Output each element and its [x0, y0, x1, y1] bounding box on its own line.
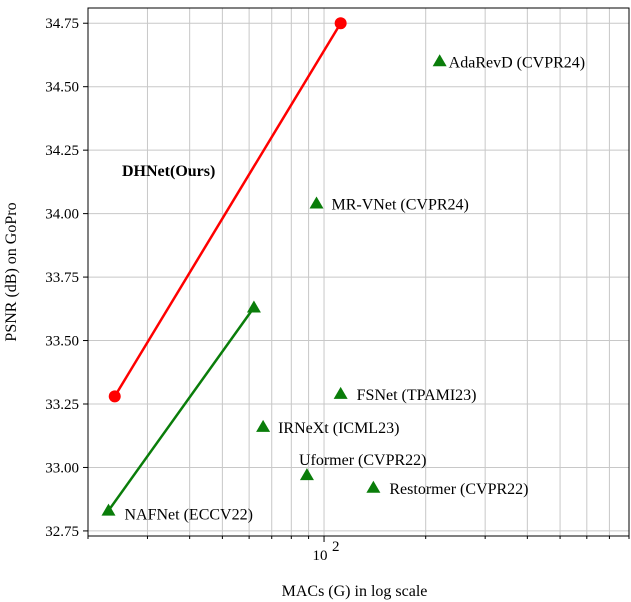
series-line-0 [113, 22, 342, 398]
y-tick-label: 34.00 [45, 207, 79, 223]
plot-frame [87, 7, 630, 537]
y-tick-label: 34.50 [45, 80, 79, 96]
y-tick-label: 34.25 [45, 143, 79, 159]
series-name-label: DHNet(Ours) [122, 163, 215, 180]
method-marker [299, 468, 314, 481]
method-marker [432, 54, 447, 67]
methods-layer: AdaRevD (CVPR24) MR-VNet (CVPR24) FSNet (T… [124, 54, 585, 524]
x-axis-label: MACs (G) in log scale [282, 583, 428, 600]
triangle-marker [101, 503, 116, 516]
y-tick-label: 33.25 [45, 397, 79, 413]
method-label: MR-VNet (CVPR24) [332, 196, 469, 213]
y-tick-label: 34.75 [45, 16, 79, 32]
circle-marker [334, 17, 347, 30]
method-label: NAFNet (ECCV22) [124, 507, 252, 524]
method-marker [309, 196, 324, 209]
series-layer: DHNet(Ours) [101, 17, 347, 516]
method-marker [333, 386, 348, 399]
y-axis-label: PSNR (dB) on GoPro [3, 202, 20, 341]
series-line-1 [107, 306, 255, 512]
y-tick-label: 33.00 [45, 460, 79, 476]
circle-marker [108, 390, 121, 403]
y-tick-label: 32.75 [45, 524, 79, 540]
triangle-marker [246, 300, 261, 313]
y-tick-label: 33.50 [45, 334, 79, 350]
method-label: FSNet (TPAMI23) [357, 387, 477, 404]
y-tick-label: 33.75 [45, 270, 79, 286]
ticks: 32.75 33.00 33.25 33.50 33.75 34.00 34.25 34.50… [45, 16, 630, 564]
method-label: Uformer (CVPR22) [299, 452, 427, 469]
method-marker [366, 480, 381, 493]
method-label: AdaRevD (CVPR24) [449, 54, 585, 71]
method-label: Restormer (CVPR22) [389, 481, 528, 498]
x-tick-label: 10 [313, 548, 328, 564]
method-marker [256, 419, 271, 432]
method-label: IRNeXt (ICML23) [278, 420, 399, 437]
x-tick-label-exponent: 2 [332, 539, 340, 555]
